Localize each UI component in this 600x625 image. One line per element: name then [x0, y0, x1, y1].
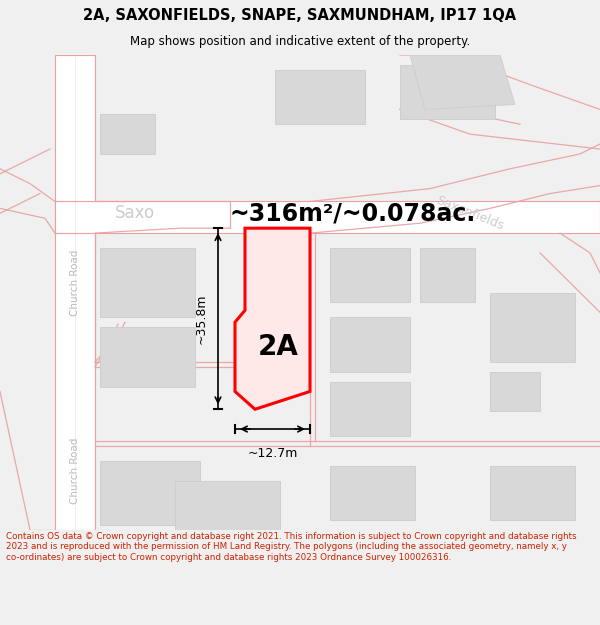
Text: ~316m²/~0.078ac.: ~316m²/~0.078ac. [230, 201, 476, 226]
Text: ~35.8m: ~35.8m [195, 294, 208, 344]
Bar [330, 318, 410, 372]
Bar [100, 114, 155, 154]
Bar [330, 466, 415, 520]
Bar [490, 292, 575, 362]
Bar [490, 372, 540, 411]
Bar [100, 461, 200, 525]
Bar [420, 248, 475, 302]
Text: 2A, SAXONFIELDS, SNAPE, SAXMUNDHAM, IP17 1QA: 2A, SAXONFIELDS, SNAPE, SAXMUNDHAM, IP17… [83, 8, 517, 23]
Text: Map shows position and indicative extent of the property.: Map shows position and indicative extent… [130, 35, 470, 48]
Polygon shape [55, 201, 600, 233]
Text: 2A: 2A [257, 333, 298, 361]
Bar [275, 70, 365, 124]
Text: Church Road: Church Road [70, 249, 80, 316]
Bar [490, 466, 575, 520]
Polygon shape [55, 55, 95, 530]
Bar [100, 248, 195, 318]
Bar [400, 65, 495, 119]
Polygon shape [235, 228, 310, 409]
Bar [175, 481, 280, 540]
Text: Church Road: Church Road [70, 438, 80, 504]
Text: Contains OS data © Crown copyright and database right 2021. This information is : Contains OS data © Crown copyright and d… [6, 532, 577, 562]
Text: Saxonfields: Saxonfields [434, 194, 506, 233]
Text: ~12.7m: ~12.7m [247, 447, 298, 460]
Bar [100, 327, 195, 386]
Polygon shape [410, 55, 515, 109]
Bar [330, 381, 410, 436]
Bar [330, 248, 410, 302]
Text: Saxo: Saxo [115, 204, 155, 222]
